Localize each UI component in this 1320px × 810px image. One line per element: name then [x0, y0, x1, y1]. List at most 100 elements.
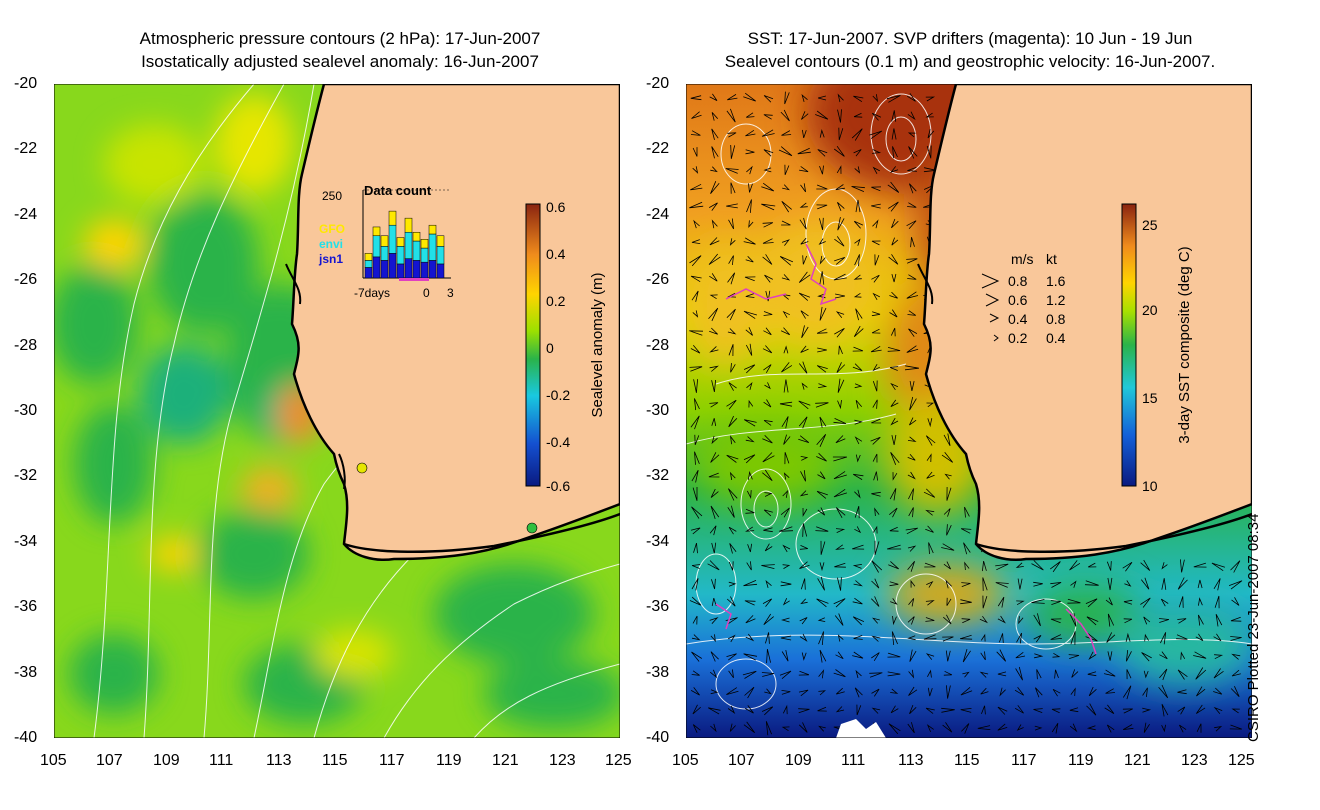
- velocity-vector: [781, 274, 791, 281]
- velocity-vector: [1126, 650, 1132, 662]
- velocity-vector: [745, 615, 756, 624]
- velocity-vector: [710, 452, 720, 463]
- velocity-vector: [977, 725, 991, 730]
- velocity-vector: [943, 508, 951, 517]
- velocity-vector: [982, 560, 987, 572]
- velocity-vector: [925, 96, 936, 102]
- velocity-vector: [980, 633, 986, 642]
- lon-tick: 113: [898, 752, 924, 769]
- velocity-vector: [871, 635, 881, 642]
- velocity-vector: [726, 308, 736, 321]
- velocity-vector: [726, 108, 736, 123]
- lat-tick: -26: [14, 271, 38, 288]
- velocity-vector: [835, 507, 846, 518]
- velocity-vector: [871, 240, 881, 246]
- velocity-vector: [1159, 668, 1168, 681]
- velocity-vector: [710, 634, 716, 643]
- velocity-vector: [802, 507, 808, 517]
- velocity-vector: [855, 199, 861, 213]
- velocity-vector: [835, 706, 845, 713]
- velocity-vector: [782, 598, 790, 606]
- velocity-vector: [943, 670, 952, 676]
- velocity-vector: [837, 202, 845, 212]
- velocity-vector: [763, 311, 773, 316]
- velocity-vector: [890, 382, 899, 391]
- inset-bar-envi: [412, 240, 421, 261]
- velocity-vector: [761, 706, 774, 716]
- lon-tick: 105: [40, 752, 67, 769]
- inset-bar-envi: [372, 235, 381, 258]
- velocity-vector: [727, 94, 738, 101]
- velocity-vector: [853, 635, 863, 640]
- velocity-vector: [799, 166, 809, 173]
- lat-tick: -32: [646, 467, 670, 484]
- velocity-vector: [854, 687, 863, 698]
- velocity-vector: [909, 704, 917, 715]
- velocity-vector: [726, 687, 739, 695]
- inset-bar-jsn1: [388, 253, 397, 279]
- velocity-vector: [691, 469, 699, 483]
- velocity-vector: [743, 92, 756, 102]
- velocity-vector: [1230, 616, 1242, 622]
- velocity-vector: [890, 452, 900, 465]
- sst-colorbar-label: 3-day SST composite (deg C): [1176, 246, 1193, 443]
- velocity-vector: [910, 579, 916, 588]
- velocity-vector: [798, 292, 811, 301]
- lat-tick: -32: [14, 467, 38, 484]
- velocity-vector: [888, 561, 899, 570]
- velocity-vector: [890, 327, 896, 337]
- velocity-vector: [1069, 560, 1081, 571]
- velocity-vector: [744, 276, 756, 282]
- velocity-vector: [871, 560, 883, 573]
- velocity-vector: [781, 416, 789, 429]
- velocity-vector: [1193, 562, 1207, 568]
- velocity-vector: [711, 435, 718, 445]
- velocity-vector: [779, 401, 793, 407]
- velocity-vector: [946, 685, 951, 699]
- velocity-vector: [852, 346, 864, 352]
- velocity-vector: [872, 166, 880, 174]
- lon-tick: 111: [841, 752, 866, 769]
- velocity-vector: [780, 327, 791, 336]
- velocity-ms: 0.2: [1008, 330, 1028, 346]
- velocity-vector: [711, 112, 718, 121]
- velocity-vector: [1051, 722, 1059, 734]
- velocity-vector: [871, 203, 881, 209]
- velocity-vector: [765, 580, 772, 589]
- velocity-vector: [927, 669, 932, 678]
- velocity-vector: [689, 201, 704, 209]
- velocity-vector: [763, 509, 773, 517]
- velocity-vector: [944, 473, 952, 480]
- velocity-vector: [1123, 724, 1134, 730]
- cbar-tick: 0.4: [546, 246, 566, 262]
- velocity-vector: [691, 290, 699, 302]
- velocity-vector: [761, 129, 775, 137]
- velocity-vector: [836, 362, 846, 373]
- velocity-vector: [891, 237, 899, 246]
- lat-tick: -34: [14, 533, 38, 550]
- velocity-vector: [833, 598, 846, 608]
- velocity-vector: [1180, 651, 1186, 660]
- inset-time-marker: [399, 278, 429, 281]
- sealevel-anomaly-field: [54, 94, 620, 729]
- velocity-vector: [1088, 651, 1097, 660]
- velocity-vector: [906, 258, 918, 264]
- cbar-tick: 15: [1142, 390, 1158, 406]
- geostrophic-velocity-vectors: [689, 91, 1243, 736]
- velocity-vector: [691, 239, 701, 244]
- velocity-vector: [853, 274, 862, 280]
- velocity-vector: [964, 561, 970, 571]
- velocity-vector: [690, 687, 700, 696]
- velocity-vector: [1033, 613, 1041, 627]
- velocity-vector: [746, 112, 755, 118]
- velocity-vector: [838, 127, 844, 141]
- velocity-vector: [691, 578, 699, 591]
- velocity-vector: [1158, 684, 1169, 699]
- velocity-vector: [729, 723, 736, 732]
- inset-bar-jsn1: [428, 260, 437, 279]
- velocity-vector: [692, 704, 701, 715]
- lat-tick: -24: [646, 206, 670, 223]
- velocity-vector: [728, 415, 738, 428]
- velocity-vector: [711, 418, 717, 427]
- lat-tick: -28: [646, 337, 670, 354]
